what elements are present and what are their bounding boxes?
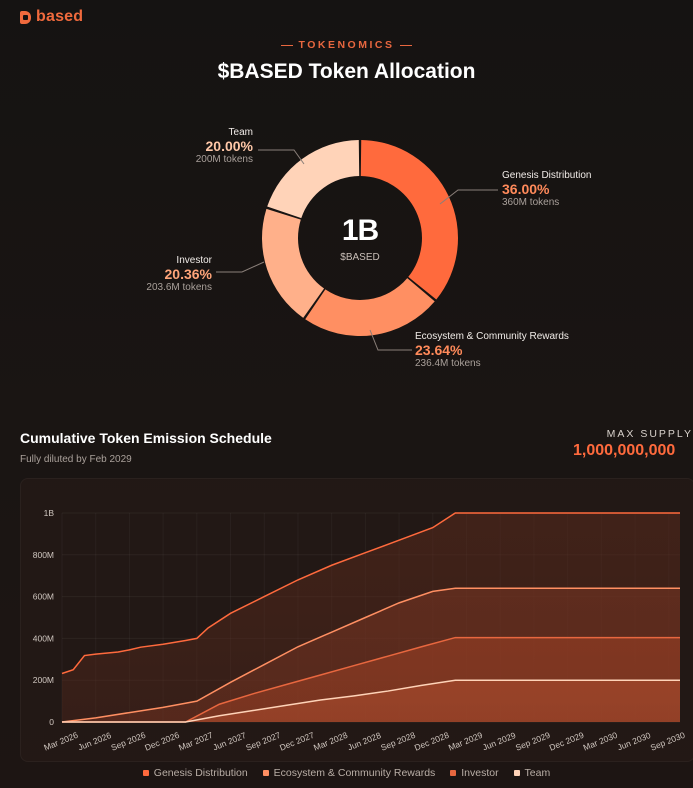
brand[interactable]: based (20, 8, 83, 26)
x-tick-label: Jun 2027 (211, 730, 247, 752)
x-tick-label: Jun 2026 (76, 730, 112, 752)
label-investor-name: Investor (176, 255, 212, 266)
x-tick-label: Jun 2028 (346, 730, 382, 752)
line-genesis (61, 512, 680, 675)
legend-item-ecosystem[interactable]: Ecosystem & Community Rewards (262, 767, 436, 779)
legend-label-ecosystem: Ecosystem & Community Rewards (273, 767, 436, 779)
line-investor (62, 636, 680, 723)
donut-center-label: $BASED (340, 252, 380, 263)
legend-item-investor[interactable]: Investor (450, 767, 499, 779)
leader-line-genesis (439, 189, 498, 205)
x-tick-label: Mar 2026 (42, 730, 79, 753)
x-tick-label: Sep 2029 (514, 730, 552, 753)
eyebrow-text: TOKENOMICS (298, 39, 395, 51)
y-tick-label: 200M (33, 675, 54, 685)
legend-label-investor: Investor (461, 767, 499, 779)
area-team (62, 680, 680, 722)
section-eyebrow: TOKENOMICS (0, 39, 693, 51)
label-team: Team 20.00% 200M tokens (196, 127, 253, 165)
y-tick-label: 800M (33, 550, 54, 560)
label-investor-percent: 20.36% (164, 266, 212, 282)
label-ecosystem-percent: 23.64% (415, 342, 463, 358)
eyebrow-dash-left (280, 44, 293, 46)
legend-swatch-team (513, 770, 520, 777)
label-genesis-tokens: 360M tokens (502, 197, 560, 208)
x-tick-label: Mar 2028 (312, 730, 349, 753)
label-team-tokens: 200M tokens (195, 154, 253, 165)
donut-slice-investor[interactable] (262, 208, 325, 318)
x-tick-label: Sep 2030 (649, 730, 687, 753)
label-genesis-percent: 36.00% (502, 181, 550, 197)
x-tick-label: Jun 2030 (616, 730, 652, 752)
line-ecosystem (61, 587, 680, 723)
max-supply-label: MAX SUPPLY (606, 428, 693, 440)
legend-swatch-ecosystem (262, 770, 269, 777)
donut-slice-genesis[interactable] (360, 140, 458, 300)
x-tick-label: Mar 2027 (177, 730, 214, 753)
x-tick-label: Dec 2029 (548, 730, 586, 753)
y-tick-label: 600M (33, 592, 54, 602)
y-tick-label: 0 (49, 717, 54, 727)
x-tick-label: Sep 2026 (110, 730, 148, 753)
y-tick-label: 1B (44, 508, 55, 518)
x-tick-label: Sep 2028 (379, 730, 417, 753)
based-logo-icon (20, 10, 31, 24)
line-team (62, 679, 680, 723)
allocation-donut (216, 140, 498, 351)
label-genesis: Genesis Distribution 36.00% 360M tokens (502, 170, 591, 208)
x-tick-label: Dec 2026 (143, 730, 181, 753)
label-investor-tokens: 203.6M tokens (146, 282, 212, 293)
legend-label-genesis: Genesis Distribution (153, 767, 248, 779)
brand-name: based (36, 8, 84, 25)
label-ecosystem-name: Ecosystem & Community Rewards (415, 331, 569, 342)
x-tick-label: Sep 2027 (244, 730, 282, 753)
legend-swatch-genesis (142, 770, 149, 777)
x-tick-label: Mar 2030 (582, 730, 619, 753)
label-ecosystem-tokens: 236.4M tokens (415, 358, 481, 369)
eyebrow-dash-right (400, 44, 413, 46)
legend-item-genesis[interactable]: Genesis Distribution (142, 767, 248, 779)
chart-legend: Genesis Distribution Ecosystem & Communi… (0, 767, 693, 779)
label-team-name: Team (228, 127, 253, 138)
leader-line-investor (216, 261, 265, 273)
leader-line-ecosystem (369, 329, 412, 351)
donut-slice-ecosystem[interactable] (305, 278, 435, 336)
x-tick-label: Dec 2028 (413, 730, 451, 753)
max-supply-value: 1,000,000,000 (573, 442, 676, 459)
legend-swatch-investor (450, 770, 457, 777)
label-team-percent: 20.00% (205, 138, 253, 154)
leader-line-team (258, 149, 305, 165)
label-genesis-name: Genesis Distribution (502, 170, 592, 181)
label-ecosystem: Ecosystem & Community Rewards 23.64% 236… (415, 331, 569, 369)
donut-slice-team[interactable] (267, 140, 360, 219)
schedule-subtitle: Fully diluted by Feb 2029 (20, 454, 132, 465)
x-tick-label: Dec 2027 (278, 730, 316, 753)
x-tick-label: Mar 2029 (447, 730, 484, 753)
legend-item-team[interactable]: Team (513, 767, 551, 779)
page-title: $BASED Token Allocation (217, 60, 476, 83)
legend-label-team: Team (524, 767, 551, 779)
label-investor: Investor 20.36% 203.6M tokens (146, 255, 212, 293)
x-tick-label: Jun 2029 (481, 730, 517, 752)
donut-center-value: 1B (341, 214, 379, 247)
y-tick-label: 400M (33, 633, 54, 643)
schedule-title: Cumulative Token Emission Schedule (20, 430, 272, 446)
